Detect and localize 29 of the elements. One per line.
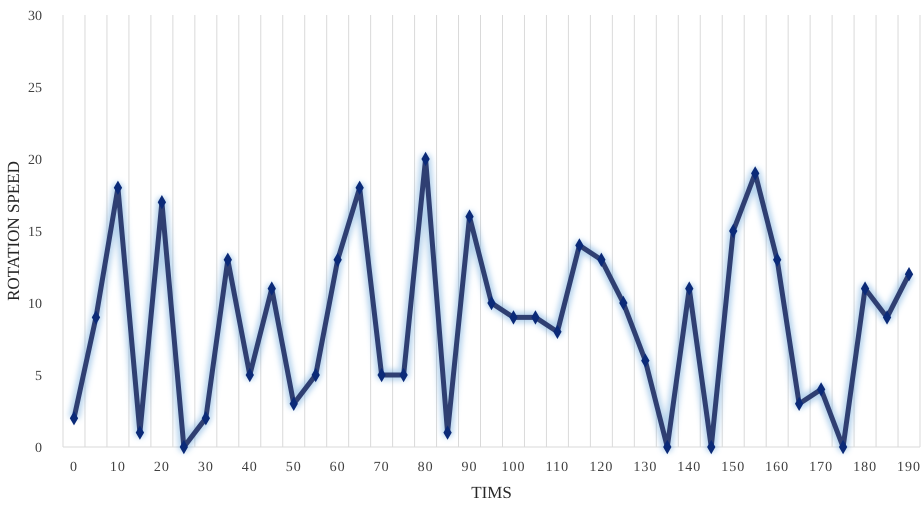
x-axis-title: TIMS [471,483,512,502]
x-tick-label: 0 [70,460,78,475]
x-tick-label: 130 [633,460,658,475]
x-tick-label: 180 [853,460,878,475]
x-tick-label: 90 [462,460,478,475]
y-tick-label: 15 [28,224,42,240]
x-tick-label: 20 [154,460,170,475]
x-tick-label: 170 [809,460,834,475]
x-tick-label: 80 [418,460,434,475]
y-tick-label: 5 [35,368,42,384]
x-tick-label: 70 [374,460,390,475]
x-tick-label: 140 [677,460,702,475]
y-tick-label: 0 [35,440,42,456]
x-tick-label: 60 [330,460,346,475]
y-tick-label: 25 [28,80,42,96]
x-tick-label: 120 [589,460,614,475]
x-tick-label: 40 [242,460,258,475]
y-axis-title: ROTATION SPEED [4,161,23,301]
y-tick-label: 30 [28,8,42,24]
y-tick-label: 20 [28,152,42,168]
x-tick-label: 160 [765,460,790,475]
x-tick-label: 30 [198,460,214,475]
y-tick-label: 10 [28,296,42,312]
x-tick-label: 150 [721,460,746,475]
x-tick-label: 110 [546,460,570,475]
x-tick-label: 50 [286,460,302,475]
x-tick-label: 190 [897,460,922,475]
x-tick-label: 100 [501,460,526,475]
x-tick-label: 10 [110,460,126,475]
